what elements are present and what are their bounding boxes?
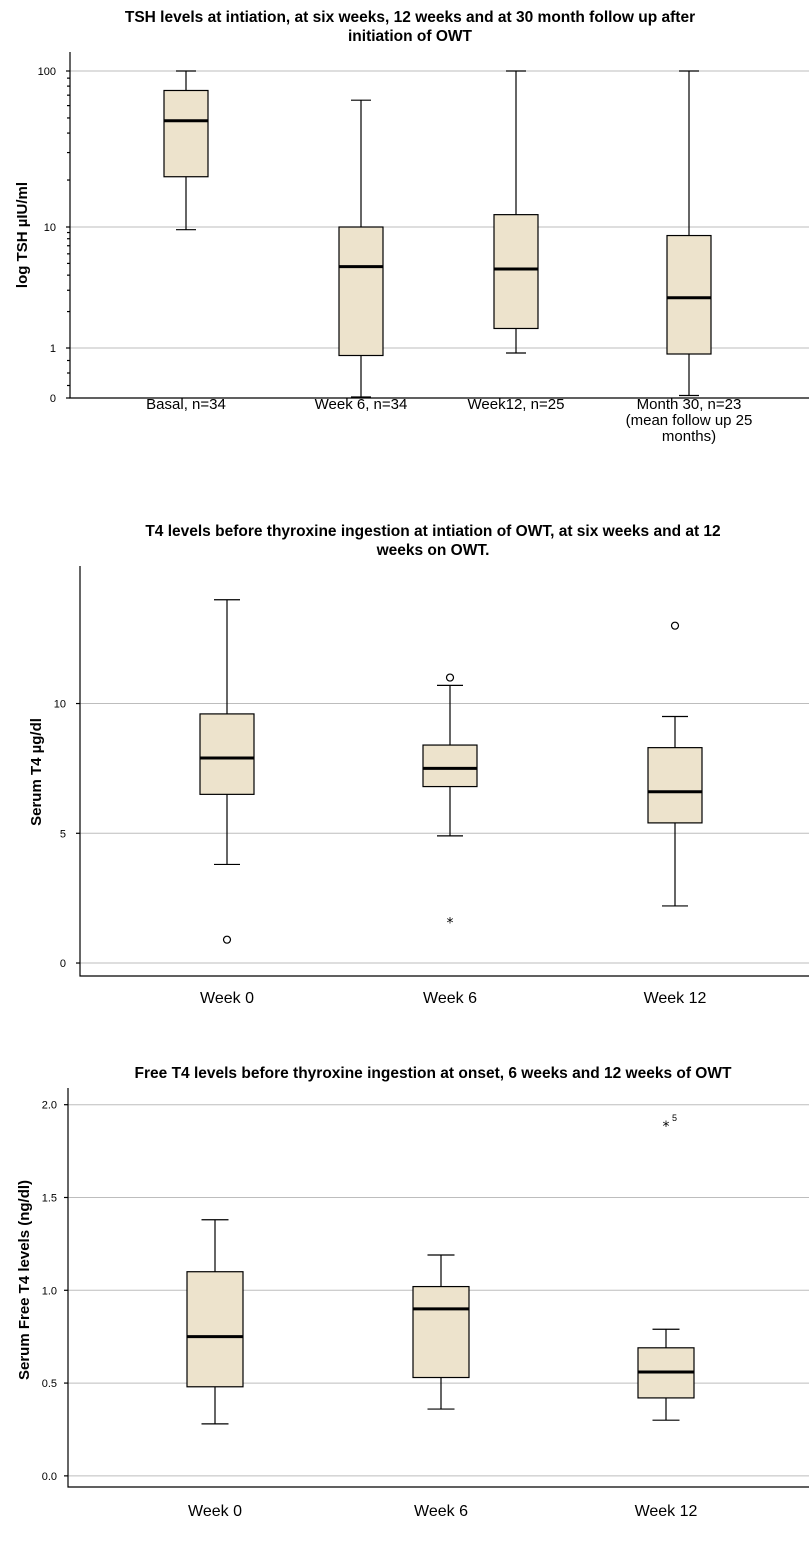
t4-y-ticks: 10 5 0 [54,699,80,970]
tsh-category-label: Basal, n=34 [146,396,226,413]
free-t4-chart: Free T4 levels before thyroxine ingestio… [16,1065,809,1520]
t4-gridlines [80,703,809,964]
tsh-chart-title-line-1: TSH levels at intiation, at six weeks, 1… [125,9,695,26]
tsh-box-2 [338,99,384,398]
free-t4-y-tick-label: 0.0 [42,1471,57,1483]
tsh-iqr-box [338,226,384,357]
free-t4-iqr-box [186,1271,244,1388]
tsh-category-label: Week 6, n=34 [315,396,408,413]
t4-chart: T4 levels before thyroxine ingestion at … [28,523,809,1007]
free-t4-box-3 [637,1328,695,1421]
free-t4-outlier-star: * [663,1119,670,1135]
free-t4-y-ticks: 2.0 1.5 1.0 0.5 0.0 [42,1100,68,1483]
free-t4-y-tick-label: 1.0 [42,1285,57,1297]
tsh-y-tick-label: 0 [50,393,56,405]
t4-box-3 [647,715,703,907]
tsh-y-tick-label: 10 [44,222,56,234]
t4-outlier-star: * [447,916,454,932]
tsh-axes [69,52,809,399]
free-t4-y-tick-label: 2.0 [42,1100,57,1112]
free-t4-x-categories: Week 0 Week 6 Week 12 [188,1503,698,1520]
t4-x-categories: Week 0 Week 6 Week 12 [200,990,707,1007]
tsh-box-4 [666,70,712,397]
free-t4-box-2 [412,1254,470,1410]
free-t4-category-label: Week 6 [414,1503,468,1520]
tsh-chart-title-line-2: initiation of OWT [348,28,473,45]
t4-box-1 [199,599,255,866]
tsh-category-label: Month 30, n=23 [637,396,742,413]
tsh-y-tick-label: 1 [50,343,56,355]
t4-chart-title-line-2: weeks on OWT. [376,542,490,559]
t4-y-tick-label: 0 [60,958,66,970]
tsh-iqr-box [493,214,539,330]
tsh-y-axis-label: log TSH µIU/ml [14,182,31,288]
tsh-x-categories: Basal, n=34 Week 6, n=34 Week12, n=25 Month… [146,396,752,445]
free-t4-boxes: *5 [186,1113,695,1425]
free-t4-axes [67,1088,809,1488]
tsh-chart: TSH levels at intiation, at six weeks, 1… [14,9,809,445]
free-t4-y-tick-label: 0.5 [42,1378,57,1390]
t4-iqr-box [647,747,703,824]
free-t4-y-axis-label: Serum Free T4 levels (ng/dl) [16,1180,33,1380]
free-t4-category-label: Week 12 [635,1503,698,1520]
t4-axes [79,566,809,977]
t4-boxes: * [199,599,703,944]
tsh-category-label: months) [662,428,716,445]
tsh-box-3 [493,70,539,354]
t4-outlier-circle [445,673,455,682]
tsh-category-label: (mean follow up 25 [626,412,753,429]
tsh-boxes [163,70,712,398]
t4-category-label: Week 12 [644,990,707,1007]
free-t4-chart-title: Free T4 levels before thyroxine ingestio… [135,1065,732,1082]
tsh-iqr-box [666,234,712,355]
t4-iqr-box [422,744,478,788]
t4-outlier-circle [222,935,232,944]
free-t4-iqr-box [412,1285,470,1379]
tsh-iqr-box [163,89,209,178]
tsh-category-label: Week12, n=25 [468,396,565,413]
t4-outlier-circle [670,621,680,630]
t4-box-2 [422,684,478,837]
free-t4-y-tick-label: 1.5 [42,1192,57,1204]
t4-y-tick-label: 10 [54,699,66,711]
t4-category-label: Week 0 [200,990,254,1007]
t4-iqr-box [199,713,255,795]
tsh-box-1 [163,70,209,231]
free-t4-category-label: Week 0 [188,1503,242,1520]
free-t4-outlier-label: 5 [672,1113,677,1123]
t4-chart-title-line-1: T4 levels before thyroxine ingestion at … [145,523,720,540]
t4-y-tick-label: 5 [60,828,66,840]
t4-category-label: Week 6 [423,990,477,1007]
free-t4-box-1 [186,1219,244,1425]
t4-y-axis-label: Serum T4 µg/dl [28,718,45,826]
tsh-y-tick-label: 100 [38,66,56,78]
